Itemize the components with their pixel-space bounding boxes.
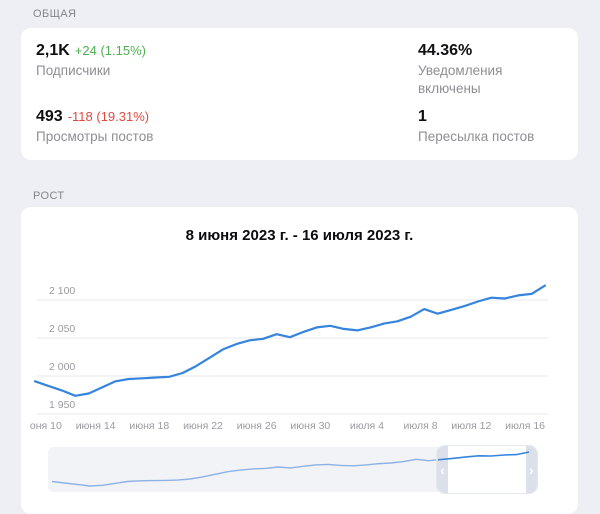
post-views-delta: -118 (19.31%) — [67, 109, 150, 124]
post-forwards-label: Пересылка постов — [418, 129, 535, 144]
growth-chart-card: 8 июня 2023 г. - 16 июля 2023 г. 2 100 2 … — [21, 207, 578, 514]
chart-date-range-title: 8 июня 2023 г. - 16 июля 2023 г. — [185, 227, 414, 244]
x-axis-tick-label: июня 14 — [76, 420, 116, 432]
notifications-label: Уведомления включены — [418, 63, 503, 96]
x-axis-tick-label: июля 8 — [404, 420, 438, 432]
x-axis-tick-label: июня 30 — [290, 420, 330, 432]
stat-notifications: 44.36% Уведомления включены — [418, 40, 563, 98]
notifications-value: 44.36% — [418, 42, 473, 59]
stats-grid: 2,1K +24 (1.15%) Подписчики 44.36% Уведом… — [21, 28, 578, 160]
x-axis-tick-label: оня 10 — [30, 420, 62, 432]
post-views-label: Просмотры постов — [36, 129, 154, 144]
x-axis-tick-label: июня 26 — [237, 420, 277, 432]
chevron-left-icon: ‹ — [440, 461, 445, 478]
growth-line-chart[interactable]: 2 100 2 050 2 000 1 950 оня 10 июня 14 июня 18… — [21, 267, 578, 445]
stat-subscribers: 2,1K +24 (1.15%) Подписчики — [36, 40, 418, 98]
minimap-scrubber-track[interactable]: ‹ › — [48, 445, 538, 494]
general-stats-card: 2,1K +24 (1.15%) Подписчики 44.36% Уведом… — [21, 28, 578, 160]
minimap-selection-window[interactable]: ‹ › — [436, 445, 538, 494]
y-axis-tick-label: 1 950 — [49, 399, 75, 411]
subscribers-value: 2,1K — [36, 42, 70, 59]
y-axis-tick-label: 2 000 — [49, 361, 75, 373]
section-header-growth: РОСТ — [33, 190, 65, 202]
stat-post-forwards: 1 Пересылка постов — [418, 106, 563, 146]
section-header-general: ОБЩАЯ — [33, 8, 77, 20]
post-forwards-value: 1 — [418, 108, 427, 125]
x-axis-tick-label: июня 22 — [183, 420, 223, 432]
x-axis-tick-label: июля 4 — [350, 420, 384, 432]
minimap-left-handle[interactable]: ‹ — [437, 446, 448, 493]
subscribers-delta: +24 (1.15%) — [74, 43, 146, 58]
x-axis-tick-label: июня 18 — [129, 420, 169, 432]
stat-post-views: 493 -118 (19.31%) Просмотры постов — [36, 106, 418, 146]
subscribers-series-line — [33, 284, 547, 397]
y-axis-tick-label: 2 050 — [49, 323, 75, 335]
minimap-right-handle[interactable]: › — [525, 446, 537, 493]
subscribers-label: Подписчики — [36, 63, 111, 78]
x-axis-tick-label: июля 16 — [505, 420, 545, 432]
post-views-value: 493 — [36, 108, 63, 125]
chevron-right-icon: › — [529, 461, 534, 478]
y-axis-tick-label: 2 100 — [49, 285, 75, 297]
x-axis-tick-label: июля 12 — [451, 420, 491, 432]
